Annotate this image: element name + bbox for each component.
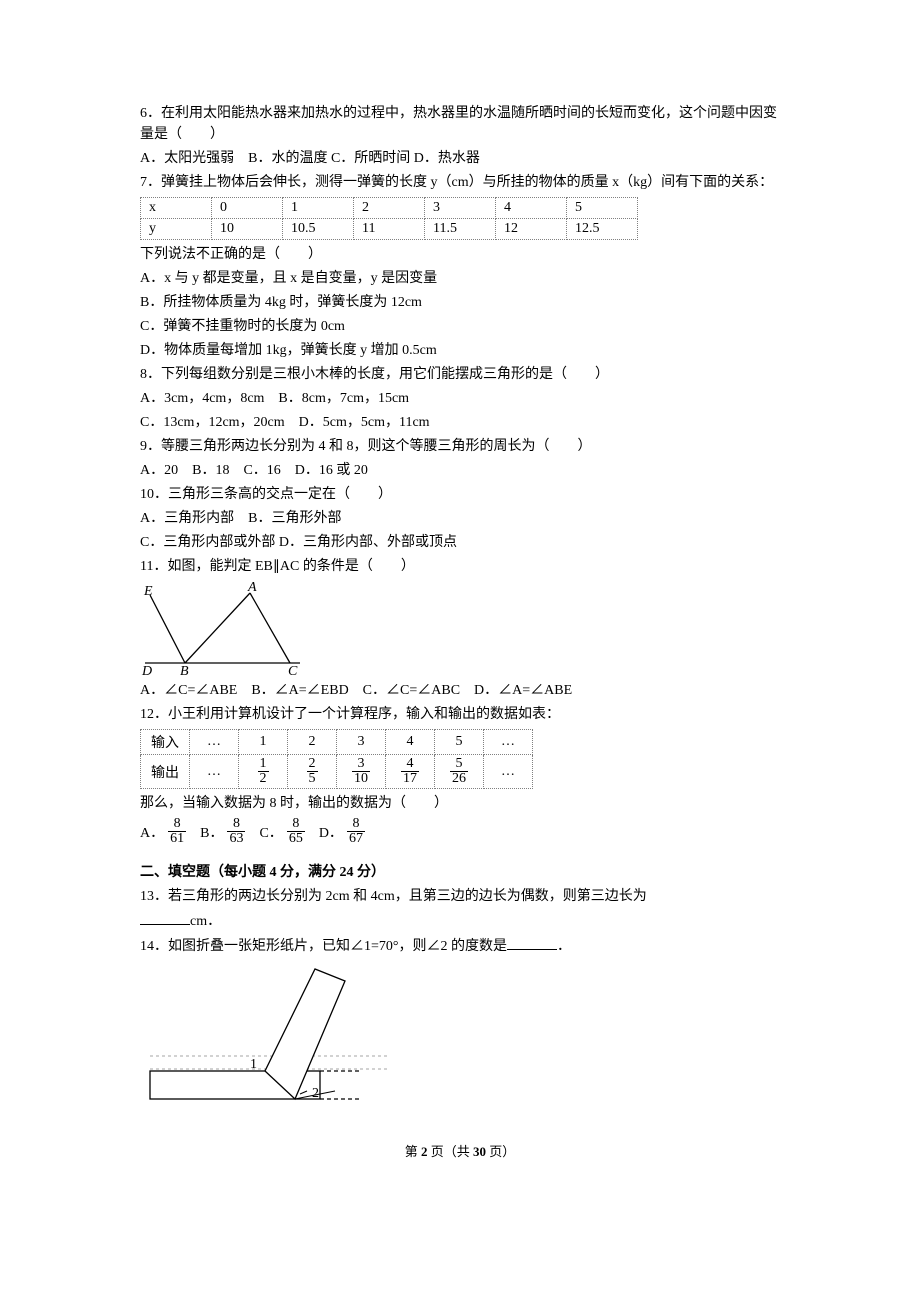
label-C: C	[288, 664, 298, 676]
section-2-title: 二、填空题（每小题 4 分，满分 24 分）	[140, 862, 780, 883]
q13-suffix: cm．	[190, 914, 221, 929]
cell: 10	[212, 219, 283, 240]
cell: 25	[288, 755, 337, 789]
label-D: D	[141, 664, 152, 676]
cell: 417	[386, 755, 435, 789]
cell: 1	[283, 198, 354, 219]
q8-l1: A．3cm，4cm，8cm B．8cm，7cm，15cm	[140, 388, 780, 409]
cell: 0	[212, 198, 283, 219]
cell: 310	[337, 755, 386, 789]
opt-a-label: A．	[140, 822, 164, 842]
q7-c: C．弹簧不挂重物时的长度为 0cm	[140, 316, 780, 337]
label-E: E	[143, 584, 153, 599]
opt-b-label: B．	[200, 822, 223, 842]
q14-figure: 1 2	[140, 961, 780, 1111]
table-row: x 0 1 2 3 4 5	[141, 198, 638, 219]
q12-text2: 那么，当输入数据为 8 时，输出的数据为（ ）	[140, 793, 780, 814]
angle-2-label: 2	[312, 1086, 319, 1101]
cell: 12	[496, 219, 567, 240]
blank-input[interactable]	[507, 935, 557, 950]
table-row: y 10 10.5 11 11.5 12 12.5	[141, 219, 638, 240]
cell: x	[141, 198, 212, 219]
q6-options: A．太阳光强弱 B．水的温度 C．所晒时间 D．热水器	[140, 148, 780, 169]
triangle-diagram-icon: E A D B C	[140, 581, 310, 676]
blank-input[interactable]	[140, 910, 190, 925]
table-row: 输入 … 1 2 3 4 5 …	[141, 730, 533, 755]
cell: 输出	[141, 755, 190, 789]
q12-options: A．861 B．863 C．865 D．867	[140, 817, 780, 846]
cell: 4	[386, 730, 435, 755]
cell: 10.5	[283, 219, 354, 240]
q7-text1: 7．弹簧挂上物体后会伸长，测得一弹簧的长度 y（cm）与所挂的物体的质量 x（k…	[140, 172, 780, 193]
cell: 11	[354, 219, 425, 240]
cell: 输入	[141, 730, 190, 755]
opt-c-label: C．	[259, 822, 282, 842]
q14-text: 14．如图折叠一张矩形纸片，已知∠1=70°，则∠2 的度数是．	[140, 935, 780, 957]
page-total: 30	[473, 1144, 486, 1159]
opt-d-label: D．	[319, 822, 343, 842]
q7-d: D．物体质量每增加 1kg，弹簧长度 y 增加 0.5cm	[140, 340, 780, 361]
q7-a: A．x 与 y 都是变量，且 x 是自变量，y 是因变量	[140, 268, 780, 289]
q6-text: 6．在利用太阳能热水器来加热水的过程中，热水器里的水温随所晒时间的长短而变化，这…	[140, 103, 780, 145]
cell: 2	[354, 198, 425, 219]
cell: 3	[337, 730, 386, 755]
cell: 1	[239, 730, 288, 755]
page-footer: 第 2 页（共 30 页）	[140, 1141, 780, 1160]
label-B: B	[180, 664, 189, 676]
fold-diagram-icon: 1 2	[140, 961, 400, 1111]
q11-figure: E A D B C	[140, 581, 780, 676]
q14-suffix: ．	[557, 939, 571, 954]
cell: …	[190, 730, 239, 755]
q11-text: 11．如图，能判定 EB∥AC 的条件是（ ）	[140, 556, 780, 577]
page-content: 6．在利用太阳能热水器来加热水的过程中，热水器里的水温随所晒时间的长短而变化，这…	[0, 0, 920, 1200]
cell: 5	[567, 198, 638, 219]
cell: 526	[435, 755, 484, 789]
q10-l2: C．三角形内部或外部 D．三角形内部、外部或顶点	[140, 532, 780, 553]
cell: 3	[425, 198, 496, 219]
cell: …	[484, 730, 533, 755]
label-A: A	[247, 581, 257, 595]
cell: 12	[239, 755, 288, 789]
table-row: 输出 … 12 25 310 417 526 …	[141, 755, 533, 789]
q10-l1: A．三角形内部 B．三角形外部	[140, 508, 780, 529]
cell: …	[190, 755, 239, 789]
q8-text: 8．下列每组数分别是三根小木棒的长度，用它们能摆成三角形的是（ ）	[140, 364, 780, 385]
angle-1-label: 1	[250, 1057, 257, 1072]
q8-l2: C．13cm，12cm，20cm D．5cm，5cm，11cm	[140, 412, 780, 433]
cell: 4	[496, 198, 567, 219]
cell: 12.5	[567, 219, 638, 240]
q9-opts: A．20 B．18 C．16 D．16 或 20	[140, 460, 780, 481]
q7-b: B．所挂物体质量为 4kg 时，弹簧长度为 12cm	[140, 292, 780, 313]
cell: …	[484, 755, 533, 789]
cell: 11.5	[425, 219, 496, 240]
cell: y	[141, 219, 212, 240]
q9-text: 9．等腰三角形两边长分别为 4 和 8，则这个等腰三角形的周长为（ ）	[140, 436, 780, 457]
cell: 2	[288, 730, 337, 755]
q7-table: x 0 1 2 3 4 5 y 10 10.5 11 11.5 12 12.5	[140, 197, 638, 240]
q7-text2: 下列说法不正确的是（ ）	[140, 244, 780, 265]
q13-l2: cm．	[140, 910, 780, 932]
q12-table: 输入 … 1 2 3 4 5 … 输出 … 12 25 310 417 526 …	[140, 729, 533, 789]
q13-l1: 13．若三角形的两边长分别为 2cm 和 4cm，且第三边的边长为偶数，则第三边…	[140, 886, 780, 907]
q12-text: 12．小王利用计算机设计了一个计算程序，输入和输出的数据如表：	[140, 704, 780, 725]
q11-opts: A．∠C=∠ABE B．∠A=∠EBD C．∠C=∠ABC D．∠A=∠ABE	[140, 680, 780, 701]
q10-text: 10．三角形三条高的交点一定在（ ）	[140, 484, 780, 505]
cell: 5	[435, 730, 484, 755]
